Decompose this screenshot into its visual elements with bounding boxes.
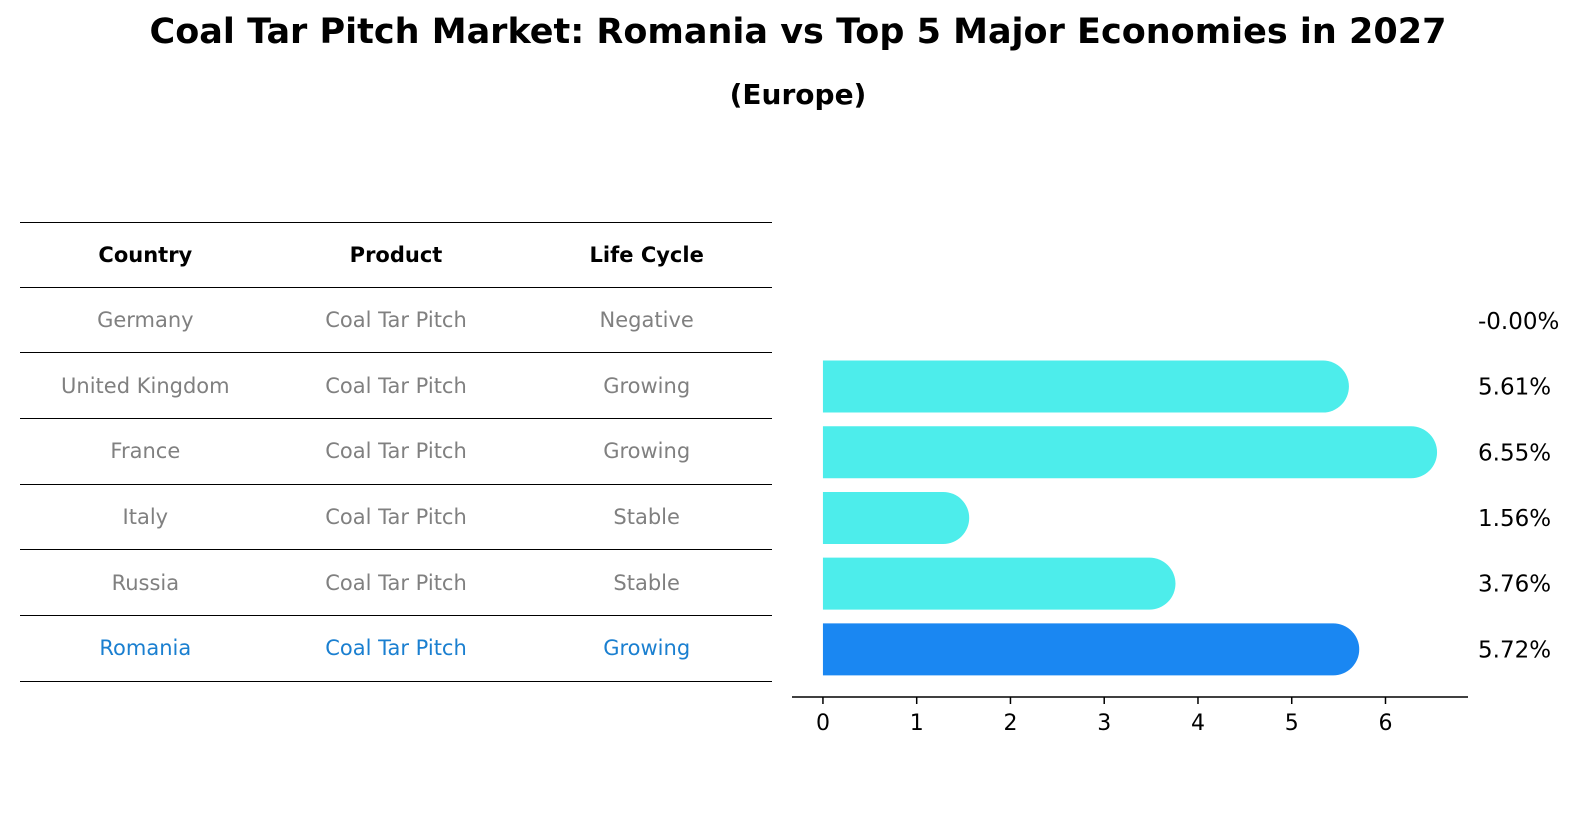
cell-life-cycle: Growing <box>603 636 691 661</box>
x-tick-label: 2 <box>1003 711 1017 736</box>
table-header-row: Country Product Life Cycle <box>20 222 772 288</box>
bar-value-label: -0.00% <box>1478 309 1559 335</box>
table-row-highlight: Romania Coal Tar Pitch Growing <box>20 616 772 682</box>
bar-italy <box>822 491 970 544</box>
cell-life-cycle: Stable <box>613 505 680 530</box>
bar-united-kingdom <box>822 360 1349 413</box>
chart-title: Coal Tar Pitch Market: Romania vs Top 5 … <box>149 12 1447 52</box>
header-country: Country <box>98 242 193 267</box>
bar-value-label: 3.76% <box>1478 572 1551 598</box>
chart-subtitle: (Europe) <box>729 78 867 111</box>
cell-life-cycle: Stable <box>613 570 680 595</box>
x-tick-label: 5 <box>1285 711 1299 736</box>
cell-life-cycle: Growing <box>603 373 691 398</box>
cell-product: Coal Tar Pitch <box>325 636 467 661</box>
table-row: Germany Coal Tar Pitch Negative <box>20 288 772 354</box>
table-row: France Coal Tar Pitch Growing <box>20 419 772 485</box>
x-tick-label: 0 <box>816 711 830 736</box>
bar-russia <box>822 557 1176 610</box>
cell-country: Romania <box>99 636 192 661</box>
table-row: Russia Coal Tar Pitch Stable <box>20 550 772 617</box>
cell-product: Coal Tar Pitch <box>325 308 467 333</box>
header-life-cycle: Life Cycle <box>589 242 704 267</box>
cell-product: Coal Tar Pitch <box>325 505 467 530</box>
cell-product: Coal Tar Pitch <box>325 373 467 398</box>
x-tick-label: 4 <box>1191 711 1205 736</box>
x-tick-label: 6 <box>1378 711 1392 736</box>
data-table: Country Product Life Cycle Germany Coal … <box>20 222 772 682</box>
bar-romania <box>822 623 1360 676</box>
cell-country: Germany <box>97 308 194 333</box>
cell-country: Italy <box>122 505 169 530</box>
x-tick-label: 1 <box>910 711 924 736</box>
cell-life-cycle: Growing <box>603 439 691 464</box>
table-row: Italy Coal Tar Pitch Stable <box>20 485 772 551</box>
bar-value-label: 5.61% <box>1478 375 1551 401</box>
bar-value-label: 5.72% <box>1478 637 1551 663</box>
cell-product: Coal Tar Pitch <box>325 439 467 464</box>
bar-france <box>822 426 1438 479</box>
x-tick-label: 3 <box>1097 711 1111 736</box>
cell-product: Coal Tar Pitch <box>325 570 467 595</box>
cell-country: Russia <box>111 570 180 595</box>
header-product: Product <box>349 242 443 267</box>
cell-country: United Kingdom <box>61 373 230 398</box>
table-row: United Kingdom Coal Tar Pitch Growing <box>20 353 772 420</box>
bar-value-label: 6.55% <box>1478 440 1551 466</box>
cell-country: France <box>110 439 181 464</box>
bar-value-label: 1.56% <box>1478 506 1551 532</box>
cell-life-cycle: Negative <box>599 308 694 333</box>
